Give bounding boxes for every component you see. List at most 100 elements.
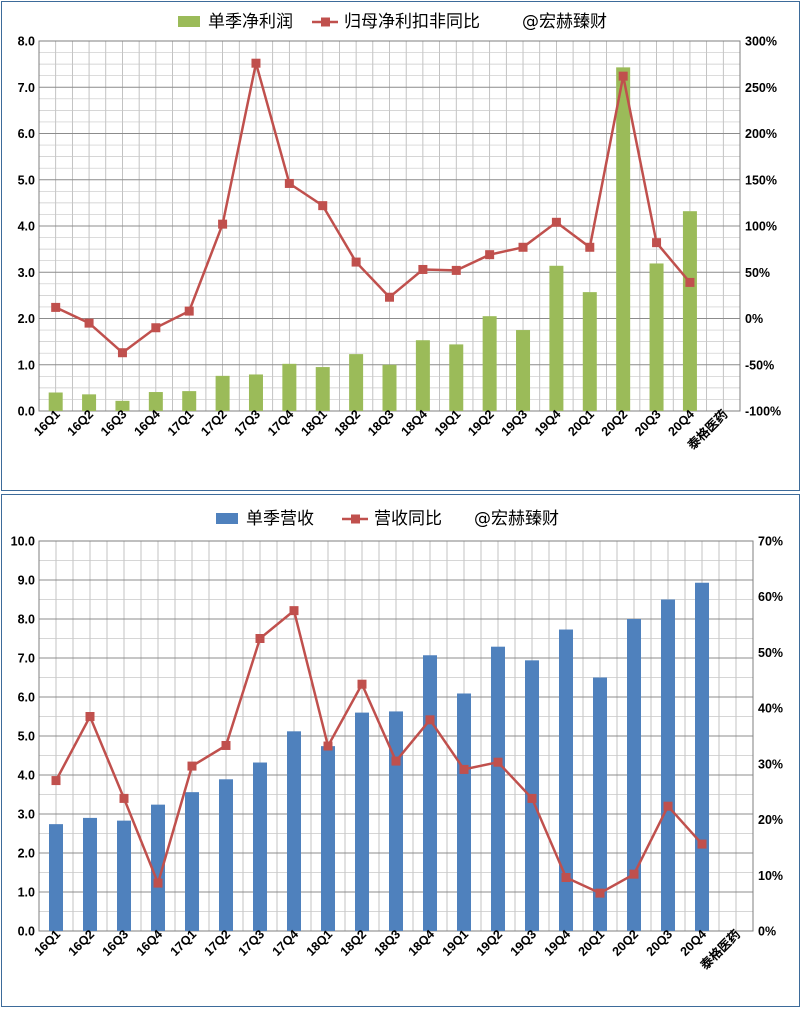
bar xyxy=(253,762,267,931)
left-axis-ticks: 0.0 1.0 2.0 3.0 4.0 5.0 6.0 7.0 8.0 xyxy=(18,35,35,419)
legend: 单季净利润 归母净利扣非同比 @宏赫臻财 xyxy=(178,12,607,32)
tick-label: 6.0 xyxy=(18,691,35,705)
category-label: 16Q4 xyxy=(131,407,163,439)
bar xyxy=(389,711,403,931)
category-label: 18Q3 xyxy=(365,407,397,439)
category-label: 17Q2 xyxy=(202,927,234,959)
point xyxy=(425,715,435,725)
legend-marker xyxy=(321,17,330,27)
bar xyxy=(219,779,233,931)
category-label: 18Q4 xyxy=(398,407,430,439)
tick-label: -100% xyxy=(745,405,781,419)
bar xyxy=(549,265,564,411)
bar xyxy=(49,824,63,931)
category-label: 20Q1 xyxy=(576,927,608,959)
point xyxy=(459,764,469,774)
series-line xyxy=(54,608,703,895)
tick-label: 0.0 xyxy=(18,405,35,419)
point xyxy=(221,740,231,750)
legend: 单季营收 营收同比 @宏赫臻财 xyxy=(216,509,559,529)
tick-label: 100% xyxy=(745,220,777,234)
right-axis-ticks: 0% 10% 20% 30% 40% 50% 60% 70% xyxy=(758,535,783,939)
point xyxy=(318,201,328,211)
point xyxy=(652,238,662,248)
point xyxy=(351,257,361,267)
point xyxy=(51,776,61,786)
category-label: 20Q1 xyxy=(565,407,597,439)
bar xyxy=(449,344,464,411)
category-label: 19Q1 xyxy=(440,927,472,959)
bar xyxy=(423,655,437,931)
bar xyxy=(182,391,197,411)
category-labels: 16Q1 16Q2 16Q3 16Q4 17Q1 17Q2 17Q3 17Q4 18Q1 18Q2… xyxy=(32,926,744,973)
bar xyxy=(82,394,97,411)
category-label: 17Q1 xyxy=(168,927,200,959)
tick-label: 4.0 xyxy=(18,220,35,234)
tick-label: 2.0 xyxy=(18,312,35,326)
bar xyxy=(382,364,397,411)
category-label: 18Q2 xyxy=(338,927,370,959)
bar xyxy=(115,400,130,411)
bar xyxy=(516,330,531,411)
bar xyxy=(415,340,430,411)
point xyxy=(418,264,428,274)
point xyxy=(357,679,367,689)
category-label: 18Q1 xyxy=(304,927,336,959)
point xyxy=(284,178,294,188)
tick-label: 200% xyxy=(745,127,777,141)
bar xyxy=(315,367,330,411)
tick-label: 5.0 xyxy=(18,730,35,744)
point xyxy=(551,217,561,227)
point xyxy=(451,265,461,275)
point xyxy=(84,318,94,328)
category-label: 19Q2 xyxy=(465,407,497,439)
tick-label: 8.0 xyxy=(18,613,35,627)
bar xyxy=(627,619,641,931)
category-label: 16Q2 xyxy=(65,407,97,439)
bar xyxy=(321,746,335,931)
bar xyxy=(593,677,607,931)
legend-label: 营收同比 xyxy=(374,509,442,529)
tick-label: 2.0 xyxy=(18,847,35,861)
revenue-chart-panel: 0.0 1.0 2.0 3.0 4.0 5.0 6.0 7.0 8.0 9.0 10.0 0% 10% 2… xyxy=(1,494,800,1007)
bar xyxy=(148,392,163,411)
tick-label: -50% xyxy=(745,358,774,372)
legend-label: 归母净利扣非同比 xyxy=(344,12,480,32)
point xyxy=(251,58,261,68)
point xyxy=(323,741,333,751)
category-labels: 16Q1 16Q2 16Q3 16Q4 17Q1 17Q2 17Q3 17Q4 18Q1 18Q2… xyxy=(31,406,730,453)
line-series xyxy=(51,58,695,358)
bar xyxy=(649,263,664,411)
point xyxy=(518,242,528,252)
tick-label: 3.0 xyxy=(18,266,35,280)
point xyxy=(618,71,628,81)
bar-series xyxy=(48,67,697,412)
tick-label: 60% xyxy=(758,590,783,604)
category-label: 20Q4 xyxy=(678,927,710,959)
tick-label: 250% xyxy=(745,81,777,95)
tick-label: 0% xyxy=(758,925,776,939)
bar xyxy=(457,693,471,931)
bar xyxy=(355,712,369,931)
tick-label: 0.0 xyxy=(18,925,35,939)
legend-marker xyxy=(351,514,360,524)
bar xyxy=(248,374,263,411)
series-line xyxy=(55,62,691,355)
tick-label: 1.0 xyxy=(18,358,35,372)
point xyxy=(117,348,127,358)
category-label: 16Q2 xyxy=(66,927,98,959)
bar xyxy=(215,375,230,411)
legend-swatch-bar xyxy=(216,513,238,524)
category-label: 19Q3 xyxy=(508,927,540,959)
category-label: 16Q4 xyxy=(134,927,166,959)
category-label: 16Q1 xyxy=(32,927,64,959)
point xyxy=(85,712,95,721)
tick-label: 10% xyxy=(758,869,783,883)
category-label: 17Q4 xyxy=(270,927,302,959)
category-label: 20Q3 xyxy=(644,927,676,959)
legend-label: 单季净利润 xyxy=(208,12,293,32)
line-series xyxy=(51,606,707,898)
category-label: 17Q2 xyxy=(198,407,230,439)
tick-label: 70% xyxy=(758,535,783,549)
point xyxy=(255,634,265,643)
